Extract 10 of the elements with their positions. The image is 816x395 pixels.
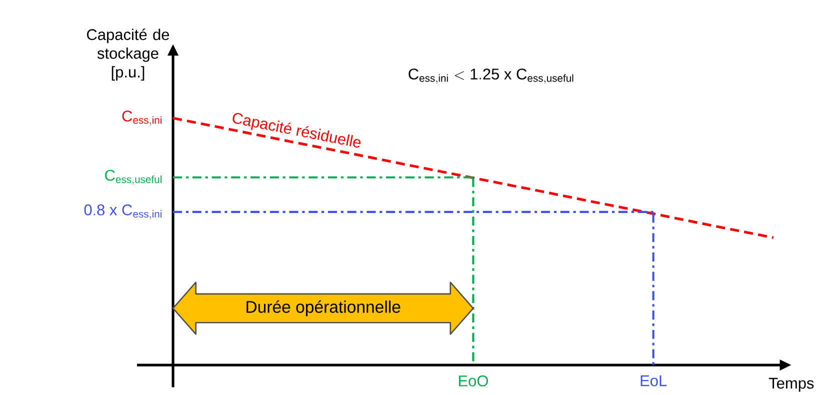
x-tick-label: EoL (640, 375, 667, 386)
x-tick-label: EoO (458, 375, 488, 386)
x-axis-title: Temps (768, 378, 814, 392)
chart-title: $\mathrm{C_{ess,ini} < 1.25\ x\ C_{ess,useful}}$ (408, 68, 574, 84)
text: Capacité résiduelle (232, 112, 361, 148)
annotation: Durée opérationnelle (246, 300, 400, 316)
annotation: $\mathrm{C_{ess,ini}}$ (122, 110, 162, 126)
y-axis-title: Capacité de stockage [p.u.] (87, 28, 170, 81)
annotation: $\mathrm{0.8\ x\ C_{ess,ini}}$ (84, 204, 162, 220)
annotation: $\mathrm{C_{ess,useful}}$ (105, 170, 162, 185)
